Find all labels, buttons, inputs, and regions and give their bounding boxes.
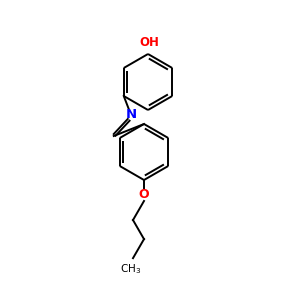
Text: N: N — [126, 107, 137, 121]
Text: CH$_3$: CH$_3$ — [120, 262, 142, 276]
Text: O: O — [139, 188, 149, 200]
Text: OH: OH — [139, 36, 159, 49]
